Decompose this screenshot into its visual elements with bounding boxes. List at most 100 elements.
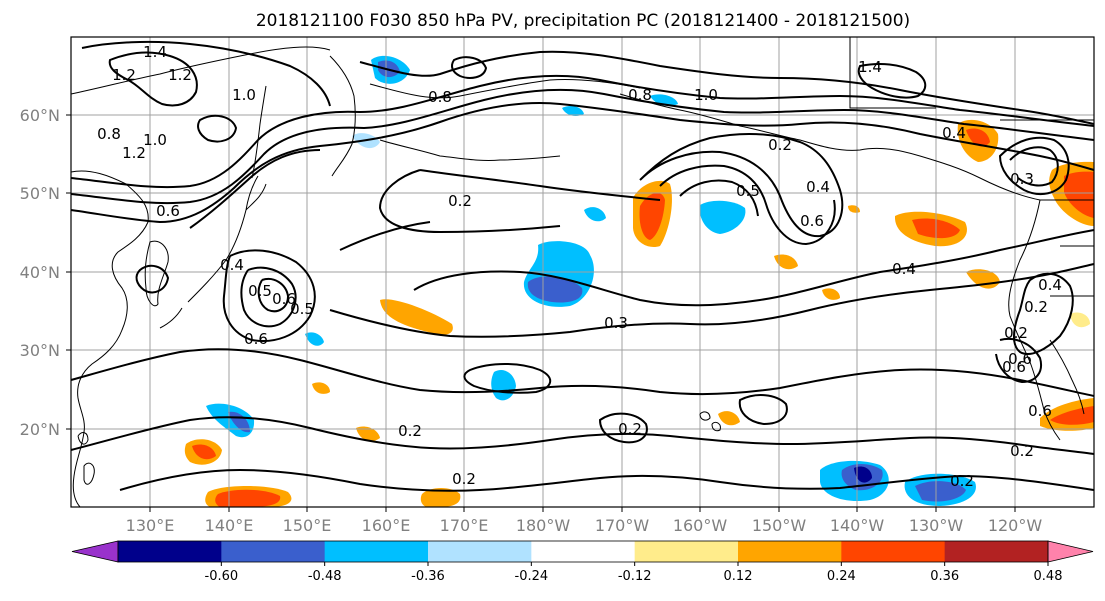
contour-label: 0.8 [628, 86, 652, 104]
contour-label: 1.4 [143, 43, 167, 61]
coastline-baja [1049, 339, 1085, 415]
contour-label: 1.2 [168, 66, 192, 84]
pv-contour [70, 348, 1095, 397]
neg-area [699, 200, 746, 234]
contour-label: 0.8 [97, 125, 121, 143]
contour-label: 0.2 [448, 192, 472, 210]
neg-area [854, 466, 872, 483]
pv-contour [197, 114, 238, 143]
contour-label: 0.2 [950, 472, 974, 490]
pos-area [1064, 171, 1094, 218]
neg-area [650, 94, 678, 106]
lat-label: 30°N [20, 341, 60, 360]
lat-label: 50°N [20, 184, 60, 203]
contour-label: 0.2 [398, 422, 422, 440]
coastline-alaska [619, 93, 1041, 201]
pv-contour [679, 179, 759, 217]
contour-label: 1.2 [122, 144, 146, 162]
pv-contour [222, 249, 316, 342]
pv-contour [240, 266, 297, 328]
contour-label: 1.0 [232, 86, 256, 104]
contour-label: 0.3 [604, 314, 628, 332]
pv-contour [108, 51, 198, 107]
pv-contour [1013, 272, 1074, 355]
pos-area [774, 254, 798, 270]
pos-area [822, 288, 840, 300]
contour-label: 0.6 [272, 290, 296, 308]
pos-area [312, 382, 330, 394]
lon-label: 160°E [362, 516, 411, 535]
contour-label: 0.5 [736, 182, 760, 200]
contour-label: 0.2 [1024, 298, 1048, 316]
contour-label: 0.2 [618, 420, 642, 438]
contour-label: 0.4 [892, 260, 916, 278]
colorbar-tick-label: -0.12 [618, 569, 652, 584]
pos-area [192, 444, 216, 460]
gridlines [71, 37, 1094, 507]
pv-contour [639, 132, 844, 238]
lon-label: 170°W [595, 516, 650, 535]
colorbar-extend-left [71, 540, 119, 563]
pv-contour [659, 164, 836, 246]
map-panel: 1.4 1.2 1.2 1.0 0.8 1.0 1.2 0.8 0.6 0.6 … [20, 36, 1095, 535]
neg-area [305, 332, 324, 346]
pos-area [215, 489, 281, 507]
pos-area [380, 299, 453, 335]
pv-contour [70, 88, 1095, 205]
pv-contour [463, 363, 551, 394]
contour-label: 0.8 [428, 88, 452, 106]
contour-label: 0.6 [1028, 402, 1052, 420]
pv-contour [857, 63, 927, 99]
lon-label: 160°W [673, 516, 728, 535]
pos-area [356, 426, 380, 442]
lon-label: 150°E [283, 516, 332, 535]
pv-contour [1009, 146, 1059, 187]
contour-label: 0.6 [156, 202, 180, 220]
pv-contour [70, 416, 1095, 455]
pos-area [718, 411, 740, 426]
lon-labels: 130°E 140°E 150°E 160°E 170°E 180°W 170°… [126, 516, 1043, 535]
coastline-north-america [1008, 199, 1061, 441]
axis-ticks [66, 114, 1016, 512]
coastline-taiwan-philippines [77, 432, 95, 485]
contour-label: 0.2 [452, 470, 476, 488]
contour-label: 1.0 [694, 86, 718, 104]
colorbar-segment [841, 541, 946, 562]
pv-contour [119, 468, 1095, 492]
coastline-japan [159, 175, 267, 329]
colorbar-tick-label: -0.48 [308, 569, 342, 584]
contour-label: 0.6 [244, 330, 268, 348]
lon-label: 170°E [440, 516, 489, 535]
pv-contour [995, 338, 1042, 384]
lon-label: 120°W [988, 516, 1043, 535]
neg-area [584, 207, 606, 222]
pv-contour [598, 412, 648, 444]
contour-label: 0.4 [942, 124, 966, 142]
lon-label: 140°W [830, 516, 885, 535]
pv-contour [378, 169, 661, 234]
coastline-hawaii [699, 411, 721, 432]
colorbar-tick-label: 0.36 [930, 569, 959, 584]
colorbar-tick-label: 0.48 [1034, 569, 1063, 584]
pv-contour [738, 394, 788, 426]
colorbar-segment [428, 541, 532, 562]
contour-label: 0.4 [806, 178, 830, 196]
contour-label: 0.6 [1002, 358, 1026, 376]
lon-label: 140°E [205, 516, 254, 535]
pv-contour [413, 229, 1095, 307]
coastlines [70, 37, 1094, 508]
pos-area [1070, 312, 1090, 328]
precipitation-shading [184, 55, 1094, 507]
pv-contour [135, 264, 170, 294]
contour-label: 0.4 [1038, 276, 1062, 294]
colorbar: -0.60 -0.48 -0.36 -0.24 -0.12 0.12 0.24 0.36 0.4… [71, 540, 1094, 584]
contour-label: 0.2 [768, 136, 792, 154]
lon-label: 130°E [126, 516, 175, 535]
coastline-kamchatka [329, 55, 356, 177]
colorbar-segment [324, 541, 429, 562]
lat-label: 40°N [20, 263, 60, 282]
contour-label: 0.2 [1010, 442, 1034, 460]
colorbar-segment [738, 541, 842, 562]
colorbar-extend-right [1047, 540, 1094, 563]
